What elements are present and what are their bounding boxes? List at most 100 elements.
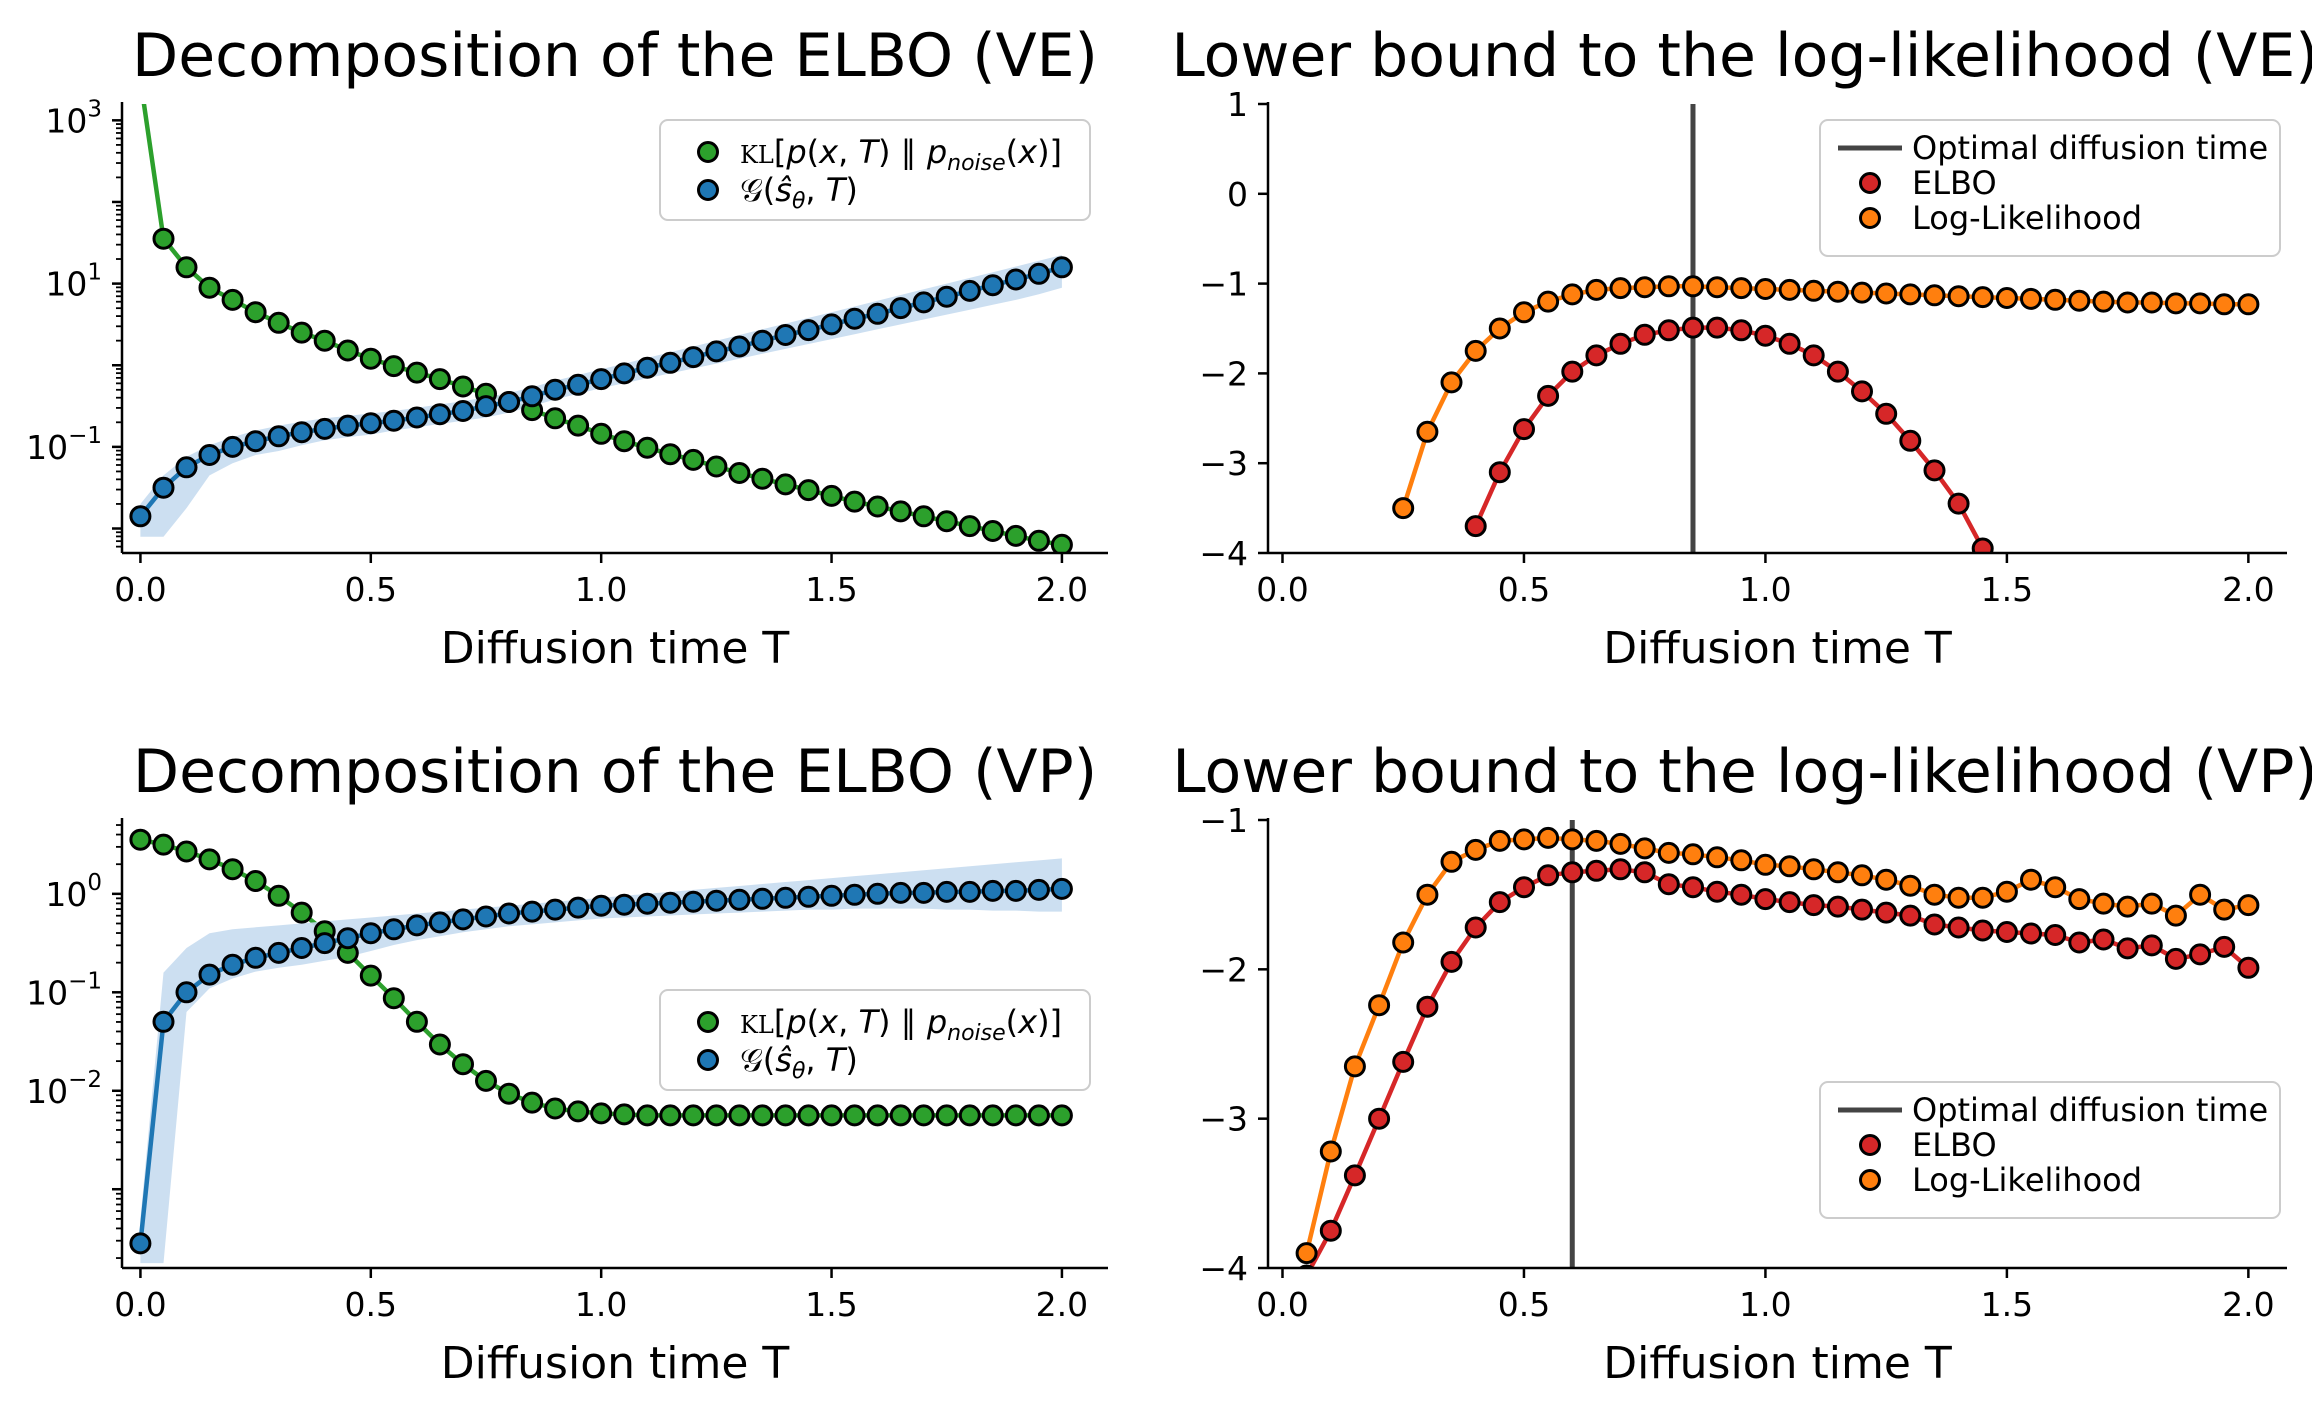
legend-marker [1859,1169,1881,1191]
series-0-point [1706,880,1729,903]
series-1-point [1537,826,1560,849]
series-0-point [1899,429,1922,452]
series-1-line [1304,835,2249,1254]
series-1-point [382,918,405,941]
series-1-point [1609,832,1632,855]
x-tick-label: 0.5 [345,1285,397,1324]
series-1-point [1464,838,1487,861]
series-1-point [866,302,889,325]
series-1-point [1319,1140,1342,1163]
series-1-point [797,319,820,342]
series-1-point [1778,855,1801,878]
series-0-point [2116,937,2139,960]
series-1-point [1392,931,1415,954]
series-1-point [267,941,290,964]
series-1-point [405,914,428,937]
series-1-point [682,346,705,369]
series-0-point [1923,913,1946,936]
series-1-point [475,905,497,928]
series-1-point [2140,892,2163,915]
legend: KL[p(x, T) ∥ pnoise(x)]𝒢(ŝθ, T) [659,119,1091,221]
series-0-point [475,1069,497,1092]
legend-label-kl: KL[p(x, T) ∥ pnoise(x)] [740,1003,1062,1046]
series-0-point [336,339,359,362]
x-tick-label: 0.0 [114,1285,166,1324]
series-1-point [659,891,682,914]
series-1-point [1464,339,1487,362]
series-1-point [198,444,221,466]
x-tick-label: 0.0 [1256,570,1308,609]
series-1-point [1995,880,2018,903]
plot-area [129,828,1073,1264]
legend-marker [1859,207,1881,229]
series-0-point [1826,895,1849,918]
series-1-point [2092,892,2115,915]
series-1-point [2164,292,2187,315]
series-0-point [1319,1219,1342,1242]
series-1-point [1633,276,1656,299]
series-0-point [567,1100,590,1123]
series-1-point [2020,868,2042,891]
series-0-point [567,414,590,437]
y-tick-label: 103 [45,96,102,140]
series-0-point [1050,533,1073,553]
chart-ve-decomposition: Decomposition of the ELBO (VE) Diffusion … [26,21,1108,674]
series-0-point [1537,384,1560,407]
series-1-point [590,368,613,391]
series-1-point [2116,895,2139,918]
series-0-point [221,288,244,311]
chart-title: Lower bound to the log-likelihood (VP) [1172,737,2312,807]
x-tick-label: 0.5 [1498,1285,1550,1324]
series-1-point [1440,371,1463,394]
series-1-point [1295,1242,1318,1265]
series-1-point [751,887,774,910]
series-0-point [1730,883,1753,906]
series-1-point [336,927,359,950]
series-0-point [1971,537,1994,553]
x-tick-label: 0.0 [114,570,166,609]
series-1-point [452,908,474,931]
x-tick-label: 0.0 [1256,1285,1308,1324]
y-tick-label: −1 [1199,265,1248,304]
series-1-point [1488,317,1511,340]
legend-marker [697,141,719,163]
series-1-point [820,884,843,907]
series-0-point [452,1053,474,1076]
series-0-point [1561,360,1584,383]
series-1-point [958,279,981,302]
series-0-point [1609,858,1632,881]
series-0-point [1609,332,1632,355]
x-tick-label: 0.5 [1498,570,1550,609]
series-0-point [636,1104,659,1127]
series-1-point [544,378,567,401]
series-0-point [728,462,751,484]
series-0-point [705,1104,728,1127]
legend: KL[p(x, T) ∥ pnoise(x)]𝒢(ŝθ, T) [659,989,1091,1091]
x-axis-label: Diffusion time T [1603,1338,1952,1389]
series-0-point [1633,323,1656,346]
series-0-point [198,848,221,871]
series-1-point [1440,850,1463,873]
series-0-point [866,1104,889,1127]
series-1-point [2044,288,2067,311]
plot-area [1295,820,2260,1268]
chart-vp-lower-bound: Lower bound to the log-likelihood (VP) Di… [1172,737,2312,1389]
series-1-point [475,395,497,418]
series-0-point [981,520,1004,542]
series-1-point [1851,281,1873,304]
series-1-point [981,274,1004,297]
y-tick-label: −2 [1199,950,1248,989]
plot-area [129,104,1073,553]
series-1-point [567,896,590,919]
series-0-point [267,884,290,907]
series-0-point [866,495,889,518]
series-1-point [175,981,198,1004]
series-1-point [359,922,382,945]
series-0-point [1947,916,1970,939]
series-0-point [1537,864,1560,887]
series-0-point [935,1104,958,1127]
series-0-point [428,1033,451,1056]
x-tick-label: 0.5 [345,570,397,609]
series-0-point [613,1103,636,1126]
